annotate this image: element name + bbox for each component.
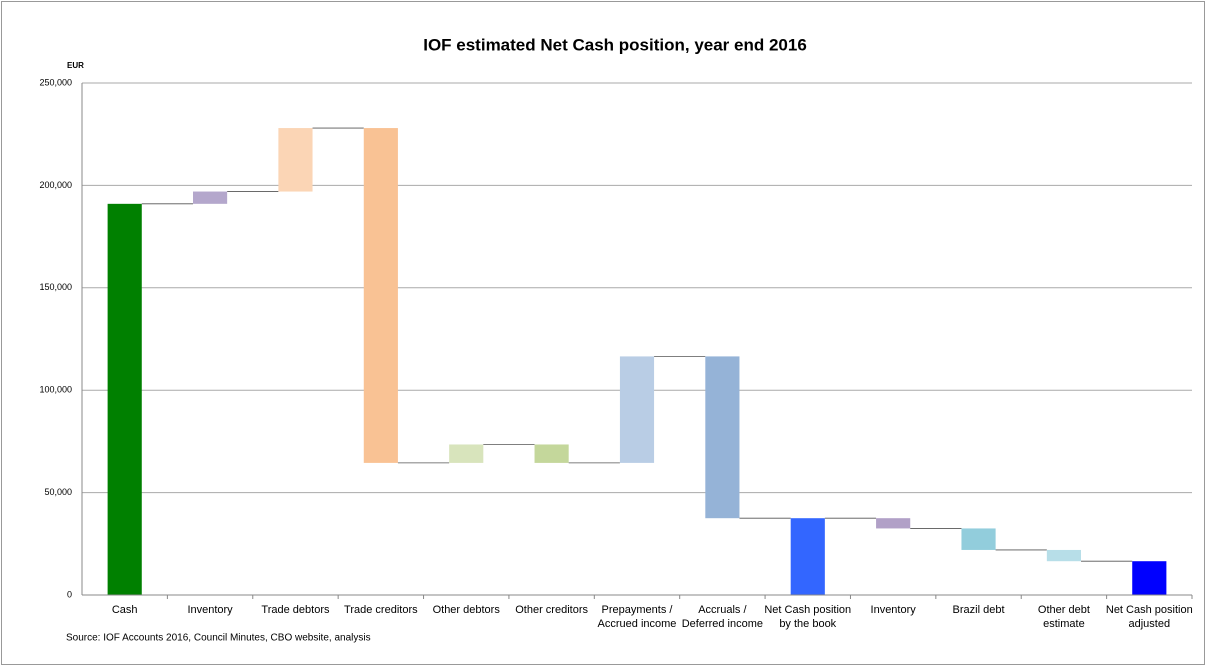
chart-title: IOF estimated Net Cash position, year en…	[423, 35, 807, 54]
source-note: Source: IOF Accounts 2016, Council Minut…	[66, 633, 371, 644]
x-tick-label: Cash	[111, 604, 138, 616]
x-tick-label: Brazil debt	[952, 604, 1005, 616]
x-tick-label: Inventory	[870, 604, 916, 616]
x-tick-label: Other creditors	[515, 604, 588, 616]
bar	[363, 128, 398, 463]
x-tick-label: Trade debtors	[261, 604, 330, 616]
bar	[534, 444, 569, 463]
x-tick-label: Net Cash position adjusted	[1105, 604, 1193, 630]
x-tick-label: Other debtors	[432, 604, 500, 616]
bar	[107, 203, 142, 595]
bar	[1046, 549, 1081, 562]
x-tick-label: Inventory	[187, 604, 233, 616]
x-tick-label: Net Cash position by the book	[764, 604, 852, 630]
bar	[876, 518, 911, 529]
y-tick-label: 250,000	[39, 77, 72, 87]
bar	[705, 356, 740, 519]
bar	[278, 128, 313, 192]
x-tick-label: Trade creditors	[344, 604, 418, 616]
bar	[961, 528, 996, 550]
bar	[449, 444, 484, 463]
y-tick-label: 50,000	[44, 487, 72, 497]
y-tick-label: 0	[67, 589, 72, 599]
x-tick-label: Other debt estimate	[1037, 604, 1090, 630]
bar	[790, 518, 825, 595]
y-tick-label: 200,000	[39, 180, 72, 190]
bar	[193, 191, 228, 204]
x-tick-label: Accruals / Deferred income	[681, 604, 764, 630]
y-tick-label: 100,000	[39, 385, 72, 395]
bar	[619, 356, 655, 463]
y-tick-label: 150,000	[39, 282, 72, 292]
bar	[1132, 561, 1167, 595]
y-axis-label: EUR	[67, 61, 84, 70]
x-tick-label: Prepayments / Accrued income	[597, 604, 677, 630]
